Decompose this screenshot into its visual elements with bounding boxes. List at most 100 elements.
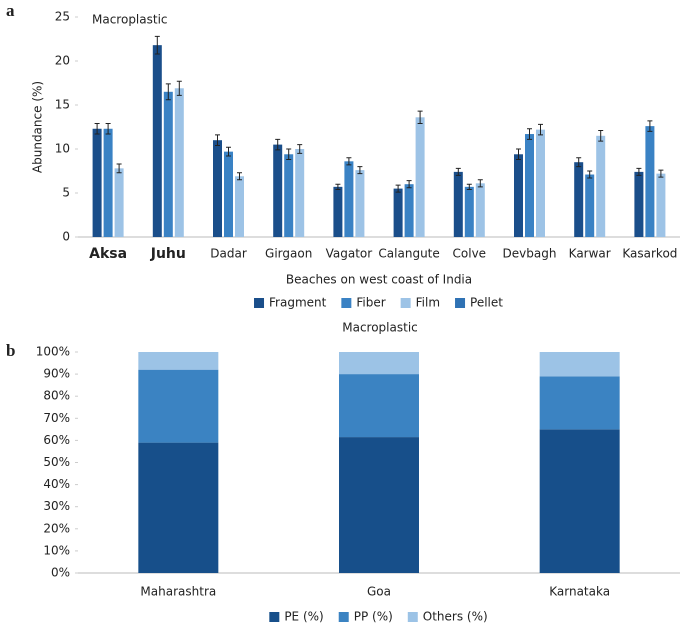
- bar: [273, 144, 283, 237]
- legend-swatch: [455, 298, 466, 308]
- error-bar: [395, 184, 401, 193]
- x-tick-label: Goa: [367, 585, 391, 599]
- error-bar: [647, 120, 653, 132]
- x-tick-label: Kasarkod: [622, 247, 677, 261]
- legend-swatch: [341, 298, 352, 308]
- error-bar: [215, 134, 220, 146]
- x-tick-label: Maharashtra: [140, 585, 216, 599]
- legend-label: Fragment: [269, 296, 327, 310]
- error-bar: [406, 180, 412, 189]
- bar: [645, 126, 655, 237]
- error-bar: [598, 130, 604, 142]
- bar-segment: [339, 374, 419, 438]
- error-bar: [226, 146, 231, 157]
- error-bar: [357, 166, 363, 175]
- error-bar: [527, 128, 532, 140]
- error-bar: [297, 144, 303, 154]
- bar: [464, 186, 474, 237]
- error-bar: [116, 163, 122, 174]
- error-bar: [176, 80, 182, 96]
- bar: [475, 183, 485, 237]
- panel-label: b: [6, 341, 15, 360]
- legend-label: Others (%): [423, 610, 488, 624]
- bar-segment: [138, 352, 219, 370]
- legend-label: PE (%): [284, 610, 323, 624]
- x-tick-label: Juhu: [150, 246, 186, 262]
- y-tick-label: 20: [55, 54, 70, 68]
- legend-swatch: [407, 612, 418, 622]
- y-tick-label: 10%: [43, 543, 70, 557]
- bar: [525, 134, 534, 237]
- y-tick-label: 100%: [36, 345, 70, 359]
- bar-segment: [539, 376, 620, 430]
- y-tick-label: 70%: [43, 411, 70, 425]
- bar: [585, 174, 595, 237]
- bar: [355, 170, 365, 237]
- y-tick-label: 30%: [43, 499, 70, 513]
- bar: [235, 176, 244, 237]
- bar: [596, 135, 606, 237]
- bar: [634, 171, 644, 237]
- bar-segment: [539, 429, 620, 573]
- error-bar: [658, 169, 664, 178]
- bar: [174, 88, 184, 237]
- y-tick-label: 60%: [43, 433, 70, 447]
- bar: [163, 91, 173, 237]
- bar: [295, 149, 305, 237]
- error-bar: [275, 138, 281, 151]
- y-tick-label: 0%: [51, 566, 70, 580]
- error-bar: [335, 183, 341, 190]
- error-bar: [346, 157, 352, 166]
- x-tick-label: Dadar: [210, 247, 247, 261]
- y-tick-label: 50%: [43, 455, 70, 469]
- x-tick-label: Karnataka: [549, 585, 610, 599]
- bar: [224, 151, 233, 237]
- error-bar: [105, 122, 111, 135]
- error-bar: [417, 110, 423, 124]
- error-bar: [237, 172, 242, 181]
- error-bar: [154, 35, 160, 55]
- error-bar: [165, 83, 171, 101]
- error-bar: [576, 157, 582, 168]
- chart-title: Macroplastic: [92, 13, 168, 27]
- x-tick-label: Calangute: [378, 247, 439, 261]
- y-tick-label: 20%: [43, 521, 70, 535]
- error-bar: [455, 167, 461, 176]
- legend-label: Film: [416, 296, 440, 310]
- bar: [656, 173, 666, 237]
- bar: [114, 168, 124, 237]
- x-tick-label: Girgaon: [265, 247, 312, 261]
- bar: [514, 154, 523, 237]
- bar: [333, 186, 343, 237]
- y-tick-label: 25: [55, 10, 70, 24]
- x-axis-title: Beaches on west coast of India: [286, 273, 472, 287]
- bar: [404, 184, 414, 237]
- chart-title: Macroplastic: [342, 321, 418, 335]
- y-tick-label: 10: [55, 142, 70, 156]
- bar: [284, 154, 294, 237]
- y-tick-label: 0: [62, 230, 70, 244]
- bar: [213, 140, 222, 237]
- bar: [536, 129, 545, 237]
- error-bar: [477, 179, 483, 188]
- bar-segment: [539, 352, 620, 377]
- error-bar: [286, 148, 292, 161]
- x-tick-label: Vagator: [326, 247, 373, 261]
- error-bar: [636, 167, 642, 176]
- error-bar: [466, 183, 472, 190]
- legend-swatch: [400, 298, 411, 308]
- x-tick-label: Aksa: [89, 246, 127, 262]
- bar: [415, 117, 425, 237]
- panel-label: a: [6, 1, 15, 20]
- bar: [152, 45, 162, 237]
- y-tick-label: 40%: [43, 477, 70, 491]
- error-bar: [516, 148, 521, 161]
- bar: [103, 128, 113, 237]
- y-axis-title: Abundance (%): [31, 81, 45, 173]
- legend-swatch: [254, 298, 265, 308]
- bar: [344, 161, 354, 237]
- bar: [453, 171, 463, 237]
- legend-swatch: [269, 612, 280, 622]
- bar-segment: [339, 352, 419, 375]
